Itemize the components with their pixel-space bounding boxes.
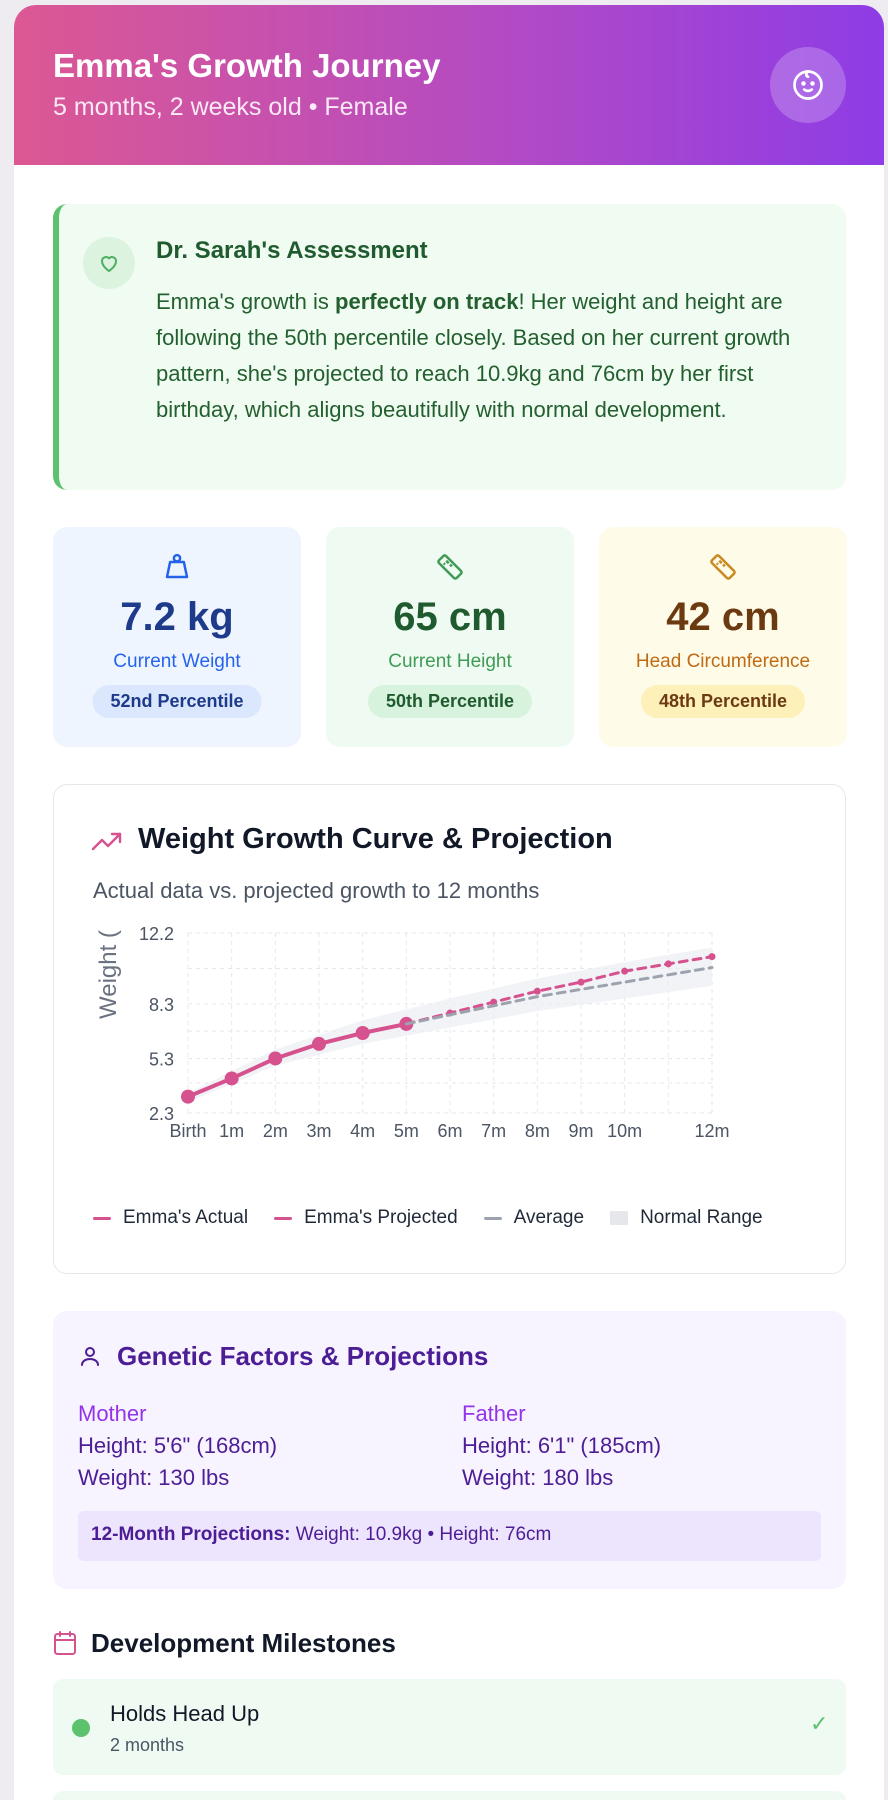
ruler-icon — [326, 552, 574, 586]
chart-title: Weight Growth Curve & Projection — [138, 823, 613, 855]
baby-face-icon[interactable] — [770, 47, 846, 123]
heart-icon — [83, 237, 135, 289]
mother-weight: Weight: 130 lbs — [78, 1465, 230, 1490]
y-tick-label: 8.3 — [149, 995, 174, 1015]
x-tick-label: 3m — [306, 1121, 331, 1141]
data-point — [708, 953, 716, 961]
assessment-title: Dr. Sarah's Assessment — [156, 237, 428, 264]
milestone-name: Holds Head Up — [110, 1701, 260, 1726]
x-tick-label: 6m — [437, 1121, 462, 1141]
data-point — [355, 1026, 370, 1040]
milestone-age: 2 months — [110, 1735, 185, 1755]
series-line-0 — [186, 1021, 409, 1099]
trending-up-icon — [91, 829, 123, 858]
stat-label: Current Height — [388, 651, 512, 672]
x-tick-label: 10m — [607, 1121, 642, 1141]
stat-value: 65 cm — [393, 595, 507, 639]
data-point — [533, 987, 541, 995]
legend-projected[interactable]: Emma's Projected — [274, 1207, 458, 1229]
y-axis-label: Weight ( — [95, 930, 122, 1019]
series-line-1 — [404, 955, 714, 1026]
data-point — [224, 1071, 239, 1086]
stat-card-weight: 7.2 kg Current Weight 52nd Percentile — [53, 527, 301, 747]
user-icon — [78, 1344, 102, 1373]
chart-series — [181, 953, 716, 1104]
data-point — [577, 978, 585, 986]
stat-value: 42 cm — [666, 595, 780, 639]
x-tick-label: 12m — [694, 1121, 729, 1141]
stat-label: Head Circumference — [635, 651, 811, 672]
weight-icon — [53, 552, 301, 586]
mother-info: Mother Height: 5'6" (168cm) Weight: 130 … — [78, 1398, 277, 1494]
x-tick-label: 1m — [219, 1121, 244, 1141]
chart-legend: Emma's Actual Emma's Projected Average N… — [93, 1207, 789, 1229]
weight-chart[interactable]: 2.3 5.3 8.3 12.2 Birth 1m 2m 3m 4m 5m 6m 7m 8m 9m 10m 1… — [54, 915, 844, 1205]
y-tick-label: 2.3 — [149, 1104, 174, 1124]
legend-average[interactable]: Average — [483, 1207, 584, 1229]
stat-card-height: 65 cm Current Height 50th Percentile — [326, 527, 574, 747]
father-height: Height: 6'1" (185cm) — [462, 1433, 662, 1458]
data-point — [312, 1036, 326, 1051]
x-tick-label: Birth — [169, 1121, 206, 1141]
doctor-assessment: Dr. Sarah's Assessment Emma's growth is … — [53, 204, 846, 490]
x-tick-label: 5m — [394, 1121, 419, 1141]
x-tick-label: 8m — [525, 1121, 550, 1141]
mother-height: Height: 5'6" (168cm) — [78, 1433, 278, 1458]
stat-card-head: 42 cm Head Circumference 48th Percentile — [599, 527, 847, 747]
legend-actual[interactable]: Emma's Actual — [93, 1207, 248, 1229]
projection-box: 12-Month Projections: Weight: 10.9kg • H… — [78, 1511, 821, 1561]
genetic-factors: Genetic Factors & Projections Mother Hei… — [53, 1311, 846, 1589]
x-tick-label: 9m — [568, 1121, 593, 1141]
weight-chart-card: Weight Growth Curve & Projection Actual … — [53, 784, 846, 1274]
genetics-title: Genetic Factors & Projections — [117, 1341, 489, 1371]
y-tick-label: 5.3 — [149, 1049, 174, 1069]
data-point — [268, 1051, 283, 1066]
calendar-icon — [53, 1630, 77, 1661]
chart-subtitle: Actual data vs. projected growth to 12 m… — [93, 878, 540, 903]
stat-label: Current Weight — [113, 651, 241, 672]
assessment-text: Emma's growth is perfectly on track! Her… — [156, 289, 791, 422]
growth-card: Emma's Growth Journey 5 months, 2 weeks … — [14, 5, 884, 1800]
father-label: Father — [462, 1401, 526, 1426]
milestone-status-dot — [72, 1719, 90, 1737]
series-line-2 — [404, 966, 714, 1026]
data-point — [621, 967, 629, 975]
x-tick-label: 4m — [350, 1121, 375, 1141]
normal-range-area — [188, 947, 712, 1103]
y-tick-label: 12.2 — [139, 924, 174, 944]
percentile-badge: 52nd Percentile — [92, 685, 262, 718]
x-tick-label: 7m — [481, 1121, 506, 1141]
father-weight: Weight: 180 lbs — [462, 1465, 614, 1490]
normal-range-band — [188, 947, 712, 1103]
header: Emma's Growth Journey 5 months, 2 weeks … — [14, 5, 884, 165]
data-point — [664, 960, 672, 968]
chart-axes: 2.3 5.3 8.3 12.2 Birth 1m 2m 3m 4m 5m 6m 7m 8m 9m 10m 1… — [95, 924, 730, 1141]
x-tick-label: 2m — [263, 1121, 288, 1141]
page-subtitle: 5 months, 2 weeks old • Female — [53, 93, 408, 121]
check-icon: ✓ — [810, 1711, 829, 1736]
page-title: Emma's Growth Journey — [53, 47, 441, 84]
ruler-icon — [599, 552, 847, 586]
milestones-title: Development Milestones — [91, 1628, 396, 1658]
mother-label: Mother — [78, 1401, 147, 1426]
milestone-item[interactable]: Holds Head Up 2 months ✓ — [53, 1679, 846, 1775]
legend-normal-range[interactable]: Normal Range — [610, 1207, 763, 1229]
stat-value: 7.2 kg — [120, 595, 234, 639]
father-info: Father Height: 6'1" (185cm) Weight: 180 … — [462, 1398, 661, 1494]
percentile-badge: 48th Percentile — [640, 685, 806, 718]
percentile-badge: 50th Percentile — [367, 685, 533, 718]
data-point — [181, 1089, 195, 1104]
